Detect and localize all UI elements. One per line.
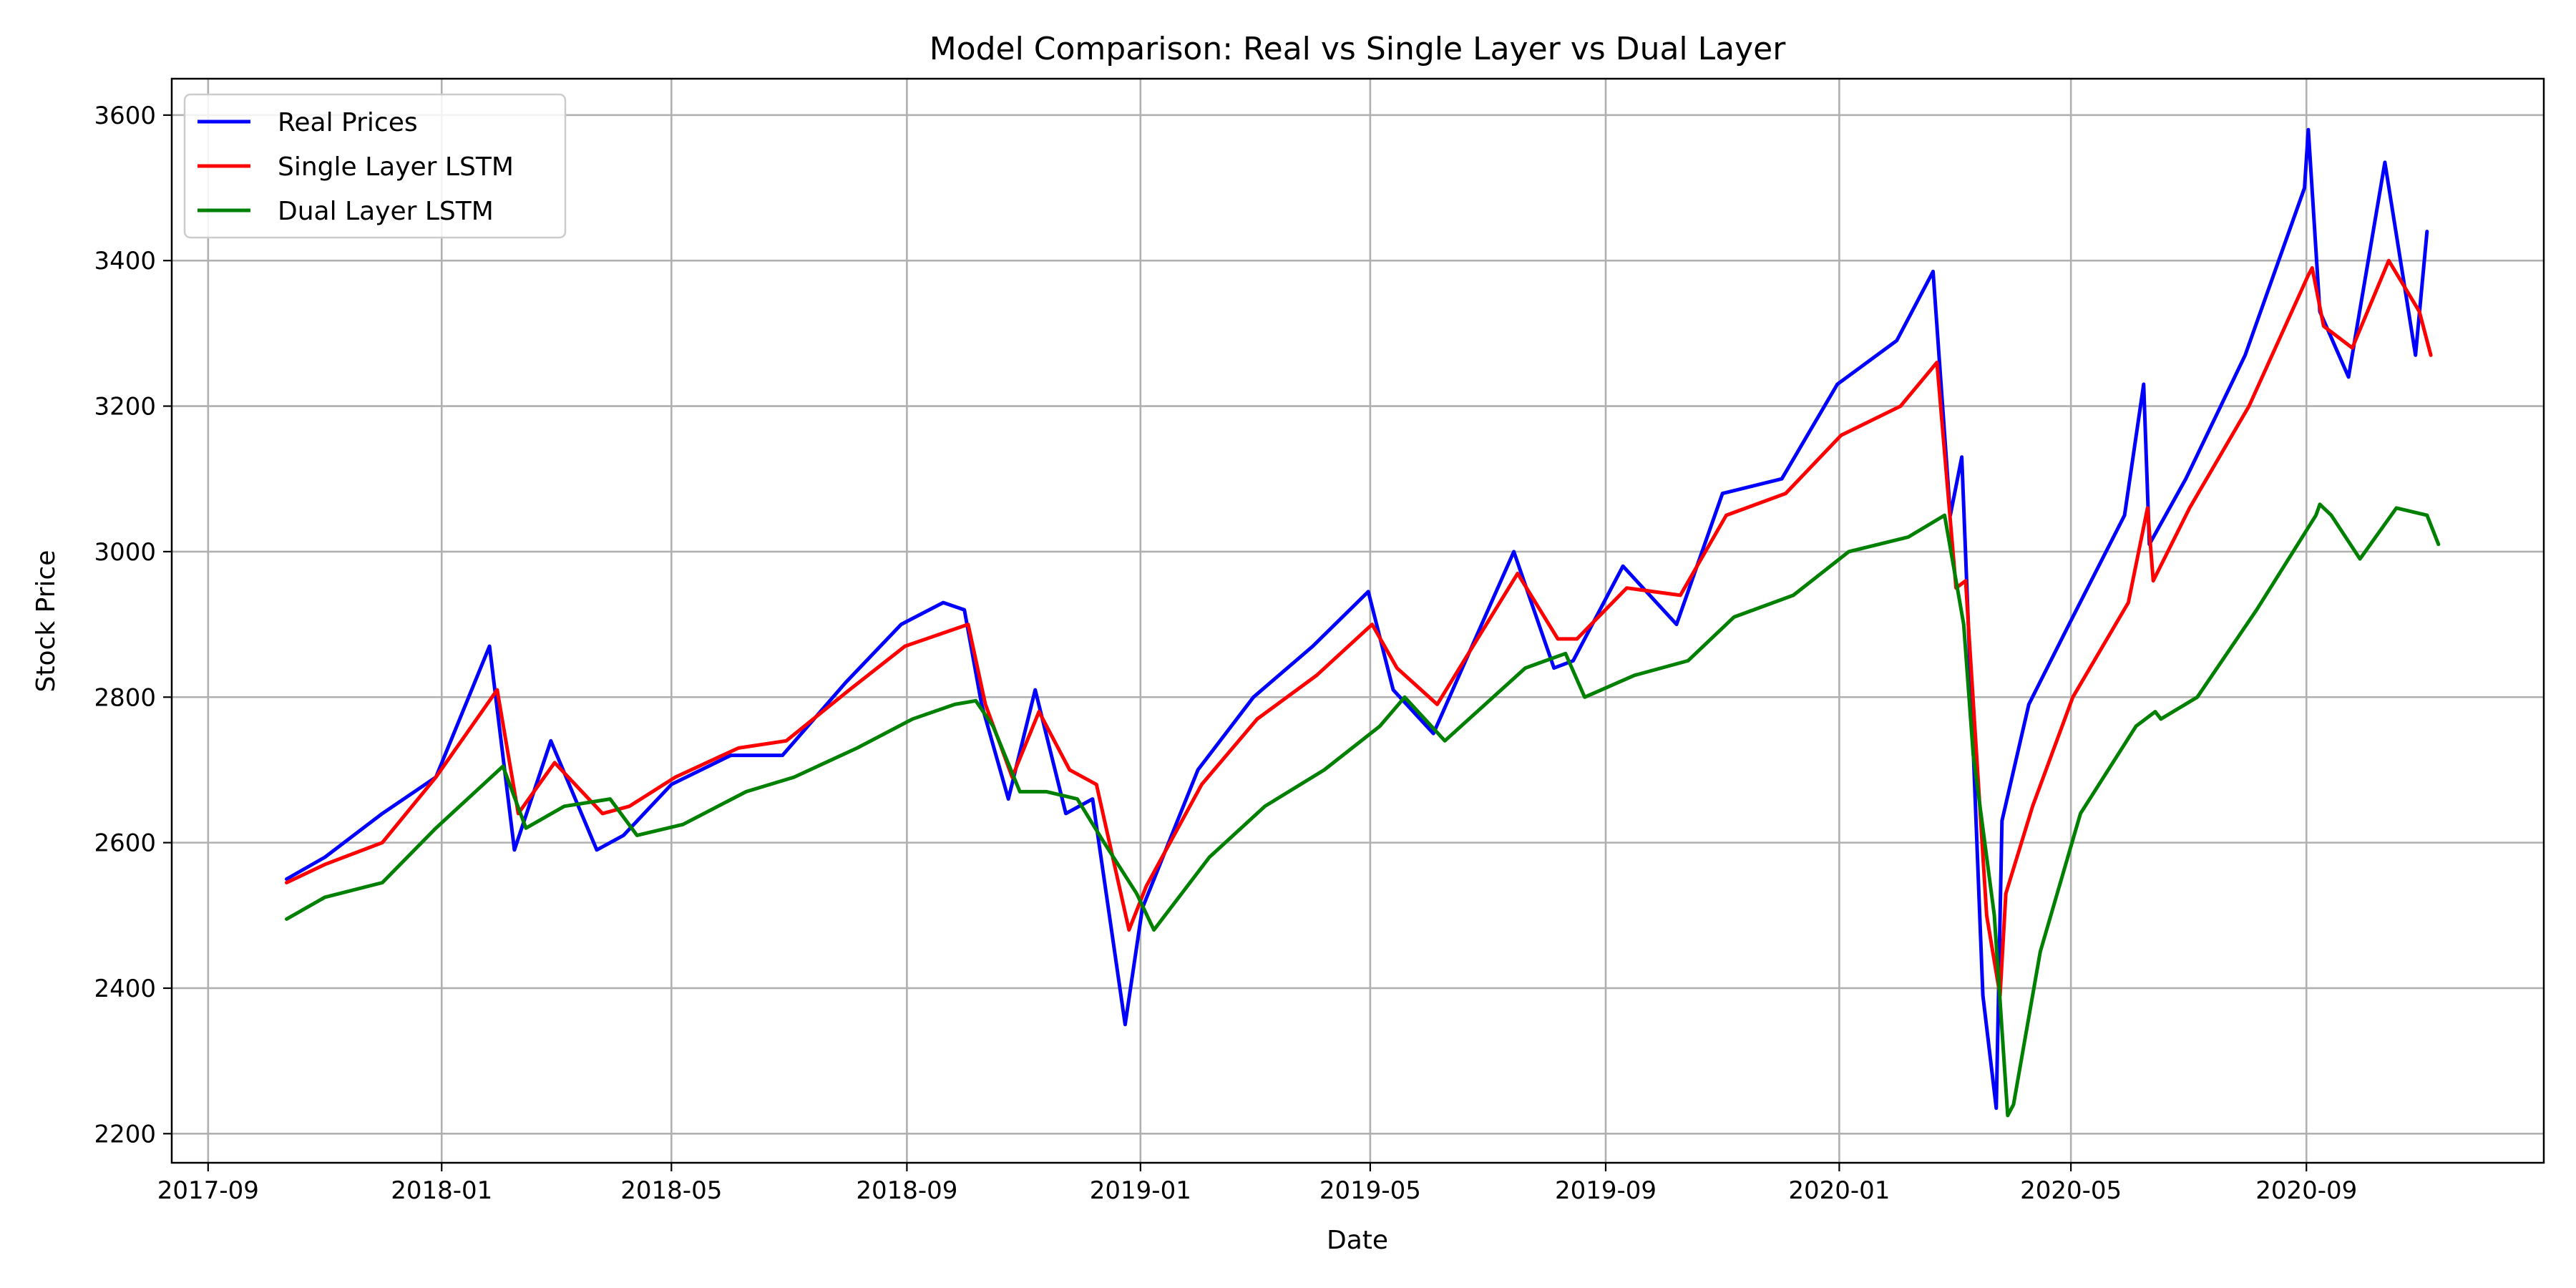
series-lines [285, 127, 2441, 1118]
y-tick-label: 3400 [94, 247, 156, 275]
x-tick-label: 2017-09 [157, 1176, 259, 1205]
y-tick-label: 2200 [94, 1120, 156, 1148]
x-tick-label: 2018-01 [391, 1176, 492, 1205]
y-axis-title: Stock Price [31, 550, 61, 693]
series-line-dual-layer-lstm [285, 502, 2441, 1118]
x-tick-label: 2018-09 [856, 1176, 957, 1205]
legend-label: Single Layer LSTM [278, 152, 514, 182]
y-tick-label: 3000 [94, 538, 156, 567]
y-tick-label: 2400 [94, 975, 156, 1003]
plot-frame [170, 77, 2545, 1164]
x-tick-label: 2020-01 [1788, 1176, 1890, 1205]
y-tick-label: 3200 [94, 393, 156, 421]
chart-title: Model Comparison: Real vs Single Layer v… [930, 31, 1787, 67]
axis-ticks: 2017-09 2018-01 2018-05 2018-09 2019-01 2019-… [94, 102, 2357, 1205]
x-tick-label: 2020-09 [2255, 1176, 2357, 1205]
x-tick-label: 2019-09 [1555, 1176, 1657, 1205]
legend-label: Dual Layer LSTM [278, 197, 494, 226]
x-tick-label: 2019-05 [1319, 1176, 1421, 1205]
y-tick-label: 2600 [94, 829, 156, 858]
y-tick-label: 2800 [94, 683, 156, 712]
x-tick-label: 2018-05 [620, 1176, 722, 1205]
legend: Real Prices Single Layer LSTM Dual Layer L… [183, 93, 567, 239]
legend-label: Real Prices [278, 108, 418, 137]
x-tick-label: 2020-05 [2020, 1176, 2122, 1205]
legend-box [183, 93, 567, 239]
series-line-single-layer-lstm [285, 258, 2433, 997]
grid-lines [172, 79, 2544, 1163]
x-axis-title: Date [1327, 1226, 1388, 1255]
y-tick-label: 3600 [94, 102, 156, 130]
x-tick-label: 2019-01 [1090, 1176, 1191, 1205]
